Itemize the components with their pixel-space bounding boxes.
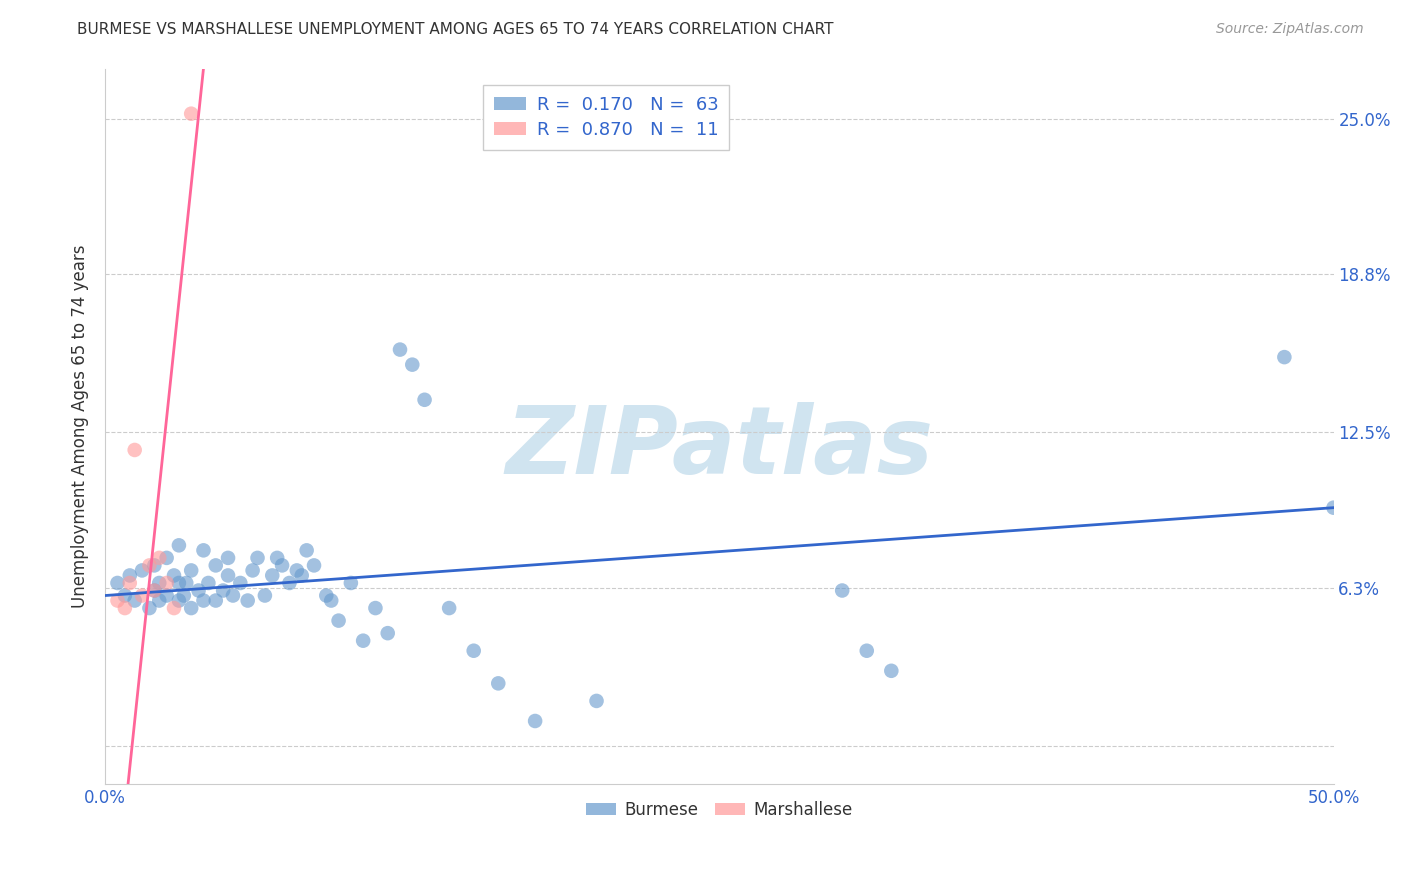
Point: [143, 583, 166, 598]
Point: [295, 543, 318, 558]
Point: [401, 358, 423, 372]
Point: [302, 558, 325, 573]
Point: [131, 563, 153, 577]
Point: [114, 601, 136, 615]
Point: [138, 601, 160, 615]
Point: [437, 601, 460, 615]
Point: [180, 601, 202, 615]
Point: [463, 644, 485, 658]
Point: [315, 589, 337, 603]
Point: [193, 593, 215, 607]
Point: [193, 543, 215, 558]
Point: [855, 644, 877, 658]
Point: [388, 343, 411, 357]
Point: [187, 583, 209, 598]
Point: [180, 563, 202, 577]
Point: [585, 694, 607, 708]
Point: [377, 626, 399, 640]
Point: [352, 633, 374, 648]
Point: [204, 593, 226, 607]
Point: [524, 714, 547, 728]
Point: [222, 589, 245, 603]
Point: [364, 601, 387, 615]
Point: [143, 558, 166, 573]
Point: [831, 583, 853, 598]
Point: [1274, 350, 1296, 364]
Point: [131, 589, 153, 603]
Point: [1322, 500, 1344, 515]
Point: [163, 568, 186, 582]
Point: [253, 589, 276, 603]
Point: [118, 568, 141, 582]
Y-axis label: Unemployment Among Ages 65 to 74 years: Unemployment Among Ages 65 to 74 years: [72, 244, 89, 607]
Point: [217, 568, 239, 582]
Point: [242, 563, 264, 577]
Point: [107, 593, 129, 607]
Point: [278, 576, 301, 591]
Point: [413, 392, 436, 407]
Point: [340, 576, 363, 591]
Point: [163, 601, 186, 615]
Point: [148, 576, 170, 591]
Point: [148, 550, 170, 565]
Point: [197, 576, 219, 591]
Point: [174, 576, 197, 591]
Point: [156, 589, 179, 603]
Point: [321, 593, 343, 607]
Legend: Burmese, Marshallese: Burmese, Marshallese: [579, 794, 859, 825]
Point: [148, 593, 170, 607]
Point: [180, 106, 202, 120]
Point: [291, 568, 314, 582]
Text: BURMESE VS MARSHALLESE UNEMPLOYMENT AMONG AGES 65 TO 74 YEARS CORRELATION CHART: BURMESE VS MARSHALLESE UNEMPLOYMENT AMON…: [77, 22, 834, 37]
Point: [114, 589, 136, 603]
Point: [204, 558, 226, 573]
Point: [486, 676, 509, 690]
Point: [212, 583, 235, 598]
Text: Source: ZipAtlas.com: Source: ZipAtlas.com: [1216, 22, 1364, 37]
Point: [271, 558, 294, 573]
Point: [107, 576, 129, 591]
Point: [266, 550, 288, 565]
Point: [880, 664, 903, 678]
Point: [246, 550, 269, 565]
Point: [143, 583, 166, 598]
Point: [167, 593, 190, 607]
Point: [173, 589, 195, 603]
Point: [156, 576, 179, 591]
Text: ZIPatlas: ZIPatlas: [505, 401, 934, 493]
Point: [285, 563, 308, 577]
Point: [229, 576, 252, 591]
Point: [124, 593, 146, 607]
Point: [167, 576, 190, 591]
Point: [328, 614, 350, 628]
Point: [124, 442, 146, 457]
Point: [138, 558, 160, 573]
Point: [118, 576, 141, 591]
Point: [217, 550, 239, 565]
Point: [262, 568, 284, 582]
Point: [156, 550, 179, 565]
Point: [236, 593, 259, 607]
Point: [167, 538, 190, 552]
